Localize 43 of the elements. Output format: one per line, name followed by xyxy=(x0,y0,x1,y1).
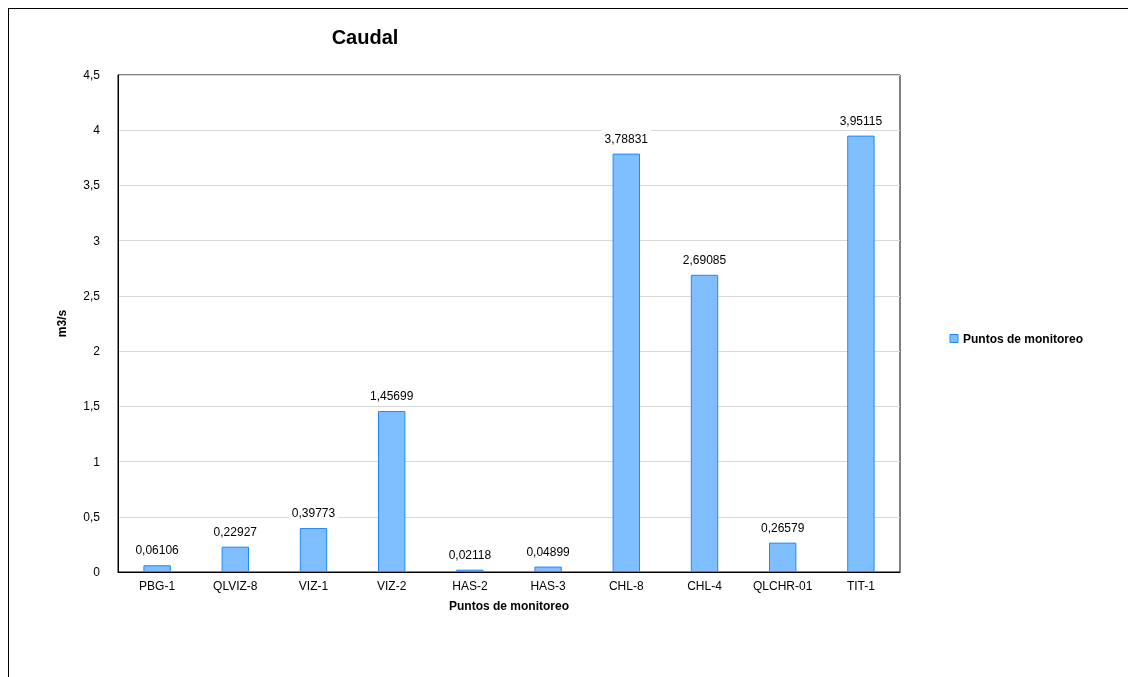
bar xyxy=(143,565,171,572)
data-label: 2,69085 xyxy=(682,252,727,267)
data-label: 1,45699 xyxy=(370,389,414,404)
y-tick-label: 0,5 xyxy=(83,509,101,524)
x-tick-label: QLCHR-01 xyxy=(753,579,813,593)
bar xyxy=(299,528,328,572)
y-tick-label: 4 xyxy=(93,123,101,138)
y-tick-label: 1 xyxy=(93,454,101,469)
y-tick-label: 2 xyxy=(93,344,101,359)
data-label: 0,04899 xyxy=(526,544,571,559)
x-tick-label: QLVIZ-8 xyxy=(213,579,258,593)
x-tick-label: PBG-1 xyxy=(139,579,176,593)
data-label: 0,26579 xyxy=(761,520,805,535)
x-tick-label: HAS-3 xyxy=(530,579,567,593)
data-label: 0,39773 xyxy=(291,506,336,521)
bar xyxy=(612,153,640,572)
bar xyxy=(690,274,719,572)
bar xyxy=(847,135,875,572)
y-tick-label: 2,5 xyxy=(83,288,101,303)
bar xyxy=(534,566,562,572)
data-label: 3,95115 xyxy=(839,113,883,128)
bar xyxy=(769,542,797,572)
bar xyxy=(378,411,406,572)
chart-title: Caudal xyxy=(331,26,399,48)
x-axis-title: Puntos de monitoreo xyxy=(449,599,569,613)
data-label: 0,22927 xyxy=(213,524,258,539)
y-tick-label: 4,5 xyxy=(83,68,101,82)
data-label: 3,78831 xyxy=(604,131,649,146)
y-tick-label: 3,5 xyxy=(83,178,101,193)
x-tick-label: CHL-4 xyxy=(687,579,723,593)
data-label: 0,06106 xyxy=(135,543,180,558)
x-tick-label: CHL-8 xyxy=(608,579,644,593)
data-label: 0,02118 xyxy=(448,547,492,562)
x-tick-label: TIT-1 xyxy=(846,579,876,593)
bar xyxy=(221,546,249,572)
x-tick-label: HAS-2 xyxy=(452,579,488,593)
x-tick-label: VIZ-2 xyxy=(377,579,407,593)
legend-label: Puntos de monitoreo xyxy=(963,331,1083,346)
x-tick-label: VIZ-1 xyxy=(298,579,329,593)
y-axis-title: m3/s xyxy=(55,309,69,338)
y-tick-label: 3 xyxy=(93,233,101,248)
y-tick-label: 1,5 xyxy=(83,399,101,414)
y-tick-label: 0 xyxy=(93,565,101,579)
